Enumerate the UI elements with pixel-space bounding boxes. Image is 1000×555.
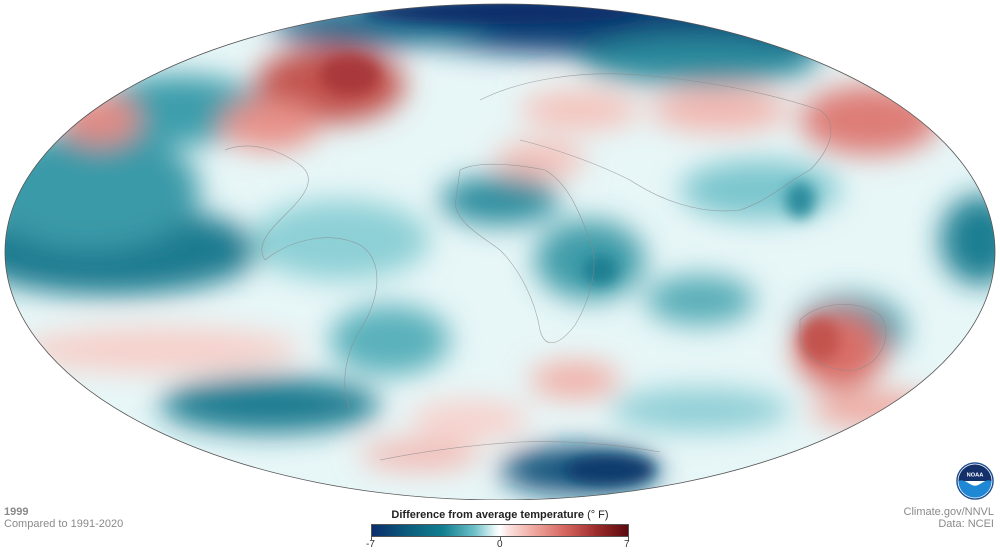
map-year: 1999 <box>4 506 29 518</box>
noaa-logo-text: NOAA <box>967 472 984 478</box>
globe-outline <box>4 3 996 500</box>
legend-tick-mid <box>500 537 501 540</box>
legend-title-text: Difference from average temperature <box>391 509 584 521</box>
temperature-anomaly-map <box>4 3 996 500</box>
legend-color-scale <box>371 524 629 537</box>
legend-mid-label: 0 <box>497 539 503 550</box>
legend-title: Difference from average temperature (° F… <box>370 509 630 521</box>
legend-max-label: 7 <box>624 539 630 550</box>
noaa-logo-icon: NOAA <box>956 462 994 500</box>
legend-unit: (° F) <box>587 509 609 521</box>
legend-min-label: -7 <box>366 539 375 550</box>
comparison-period: Compared to 1991-2020 <box>4 518 124 530</box>
coastlines <box>224 73 887 461</box>
credit-data: Data: NCEI <box>938 518 994 530</box>
legend-tick-min <box>371 537 372 540</box>
legend-tick-max <box>628 537 629 540</box>
credit-site: Climate.gov/NNVL <box>903 506 994 518</box>
